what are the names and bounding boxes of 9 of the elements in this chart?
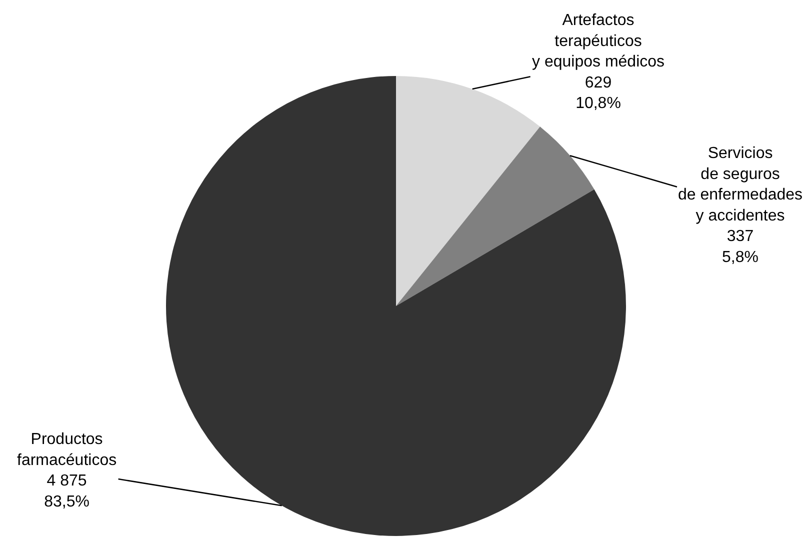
pie-slice	[396, 76, 540, 306]
slice-label: Productos farmacéuticos	[17, 431, 117, 469]
pie-slice	[396, 126, 594, 306]
data-label: 4 875 83,5%	[44, 472, 90, 510]
data-label: 629 10,8%	[576, 74, 621, 112]
pie-slice	[166, 76, 626, 536]
slice-label: Servicios de seguros de enfermedades y accidentes	[678, 145, 803, 224]
data-label: 337 5,8%	[722, 228, 758, 266]
slice-label: Artefactos terapéuticos y equipos médicos	[532, 12, 665, 71]
